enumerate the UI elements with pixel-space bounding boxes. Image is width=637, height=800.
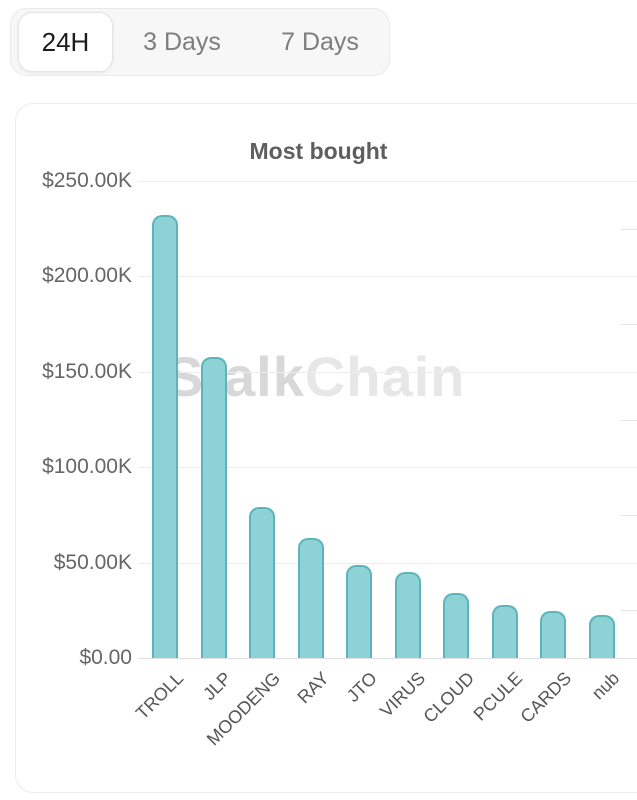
bar-moodeng[interactable] [249,507,275,658]
x-axis-baseline [138,658,637,659]
y-axis-minor-tick [621,610,637,612]
bar-cards[interactable] [540,611,566,658]
bar-jto[interactable] [346,565,372,658]
time-range-tabs: 24H 3 Days 7 Days [10,8,390,76]
time-range-tab-24h[interactable]: 24H [18,12,113,72]
time-range-tab-7days[interactable]: 7 Days [281,27,359,56]
bar-troll[interactable] [152,215,178,658]
bar-ray[interactable] [297,538,324,658]
gridline [138,181,637,182]
bar-jlp[interactable] [200,357,227,658]
bar-pcule[interactable] [491,605,518,658]
y-axis-label: $250.00K [42,169,132,192]
y-axis-minor-tick [621,228,637,230]
y-axis-label: $100.00K [42,455,132,479]
time-range-tab-3days[interactable]: 3 Days [143,27,221,56]
y-axis-minor-tick [621,514,637,516]
y-axis-label: $150.00K [42,359,132,383]
gridline [138,276,637,278]
y-axis-minor-tick [621,324,637,326]
bar-nub[interactable] [588,615,615,658]
bar-virus[interactable] [394,572,421,658]
chart-title: Most bought [249,138,388,164]
y-axis-label: $200.00K [42,264,132,288]
gridline [138,467,637,469]
y-axis-label: $50.00K [53,550,132,574]
gridline [138,371,637,373]
y-axis-minor-tick [621,419,637,421]
gridline [138,562,637,564]
plot-area [138,181,637,659]
bar-cloud[interactable] [443,593,469,658]
y-axis-label: $0.00 [79,646,132,669]
chart-card [15,103,637,793]
